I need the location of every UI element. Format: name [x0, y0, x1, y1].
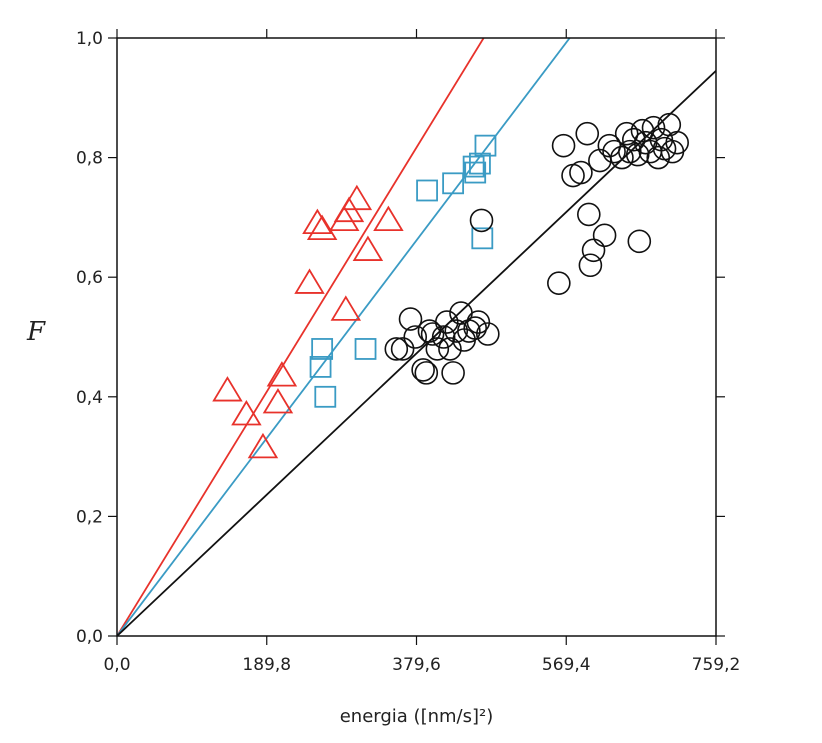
circle-fit-line	[117, 70, 716, 636]
y-tick-label: 0,2	[76, 507, 103, 527]
triangle-point	[328, 205, 360, 232]
circle-point	[390, 337, 415, 361]
circle-point	[602, 139, 626, 164]
circle-point	[578, 253, 603, 278]
x-tick-label: 189,8	[242, 655, 291, 675]
square-point	[354, 338, 377, 360]
circle-point	[621, 127, 646, 152]
plot-frame	[116, 37, 717, 637]
circle-point	[384, 337, 409, 361]
data-markers	[212, 112, 689, 459]
square-point	[474, 134, 497, 157]
circle-point	[665, 130, 689, 155]
square-point	[314, 385, 337, 408]
fit-lines	[117, 38, 716, 636]
circle-point	[551, 133, 576, 158]
circle-point	[457, 319, 481, 343]
triangle-point	[247, 432, 279, 459]
triangle-fit-line	[117, 38, 485, 636]
x-tick-label: 569,4	[542, 655, 591, 675]
square-point	[469, 152, 491, 175]
circle-point	[547, 271, 571, 295]
circle-point	[610, 145, 634, 170]
axis-ticks	[108, 29, 725, 645]
square-point	[464, 161, 487, 184]
circle-point	[581, 238, 606, 263]
x-axis-title: energia ([nm/s]²)	[340, 706, 494, 727]
triangle-point	[266, 361, 298, 387]
circle-point	[441, 361, 465, 385]
circle-point	[420, 322, 445, 346]
circle-point	[403, 325, 428, 349]
y-tick-label: 0,4	[76, 388, 103, 408]
axis-tick-labels: 0,0 189,8 379,6 569,4 759,2 0,0 0,2 0,4 0,6 0,8 1,…	[76, 29, 740, 675]
circle-point	[592, 223, 617, 248]
circle-point	[638, 139, 663, 164]
circle-point	[614, 121, 639, 146]
y-axis-title: F	[26, 317, 46, 347]
circle-point	[425, 337, 450, 361]
square-point	[462, 155, 485, 178]
circle-point	[476, 322, 500, 346]
circle-point	[444, 319, 469, 343]
circle-point	[625, 142, 650, 167]
triangle-point	[330, 295, 362, 321]
triangle-point	[341, 184, 373, 211]
circle-point	[438, 337, 462, 361]
circle-point	[569, 160, 593, 185]
circle-point	[575, 121, 600, 146]
x-tick-label: 379,6	[392, 655, 441, 675]
circle-point	[646, 145, 671, 170]
triangle-point	[352, 235, 384, 261]
circle-point	[660, 139, 685, 164]
circle-point	[630, 118, 655, 143]
plot-clip-group	[117, 38, 716, 636]
triangle-point	[231, 399, 262, 426]
circle-point	[641, 115, 666, 140]
x-tick-label: 0,0	[103, 655, 130, 675]
circle-point	[434, 310, 459, 334]
x-tick-label: 759,2	[692, 655, 741, 675]
triangle-point	[294, 268, 325, 294]
circle-point	[414, 361, 439, 385]
square-point	[311, 338, 334, 360]
circle-point	[463, 316, 488, 340]
triangle-point	[302, 208, 333, 235]
circle-point	[398, 307, 423, 331]
triangle-point	[212, 376, 243, 402]
circle-point	[431, 325, 456, 349]
triangle-point	[306, 214, 338, 241]
y-tick-label: 1,0	[76, 29, 103, 49]
square-point	[471, 227, 494, 250]
square-fit-line	[117, 38, 571, 636]
circle-point	[469, 208, 494, 233]
square-point	[309, 355, 332, 378]
triangle-point	[262, 388, 294, 414]
circle-point	[411, 358, 435, 382]
triangle-point	[373, 205, 404, 232]
circle-point	[466, 310, 491, 334]
circle-point	[577, 202, 601, 227]
square-point	[416, 179, 438, 202]
circle-point	[627, 229, 652, 254]
y-tick-label: 0,0	[76, 627, 103, 647]
y-tick-label: 0,8	[76, 149, 103, 169]
y-tick-label: 0,6	[76, 268, 103, 288]
square-point	[442, 172, 465, 195]
